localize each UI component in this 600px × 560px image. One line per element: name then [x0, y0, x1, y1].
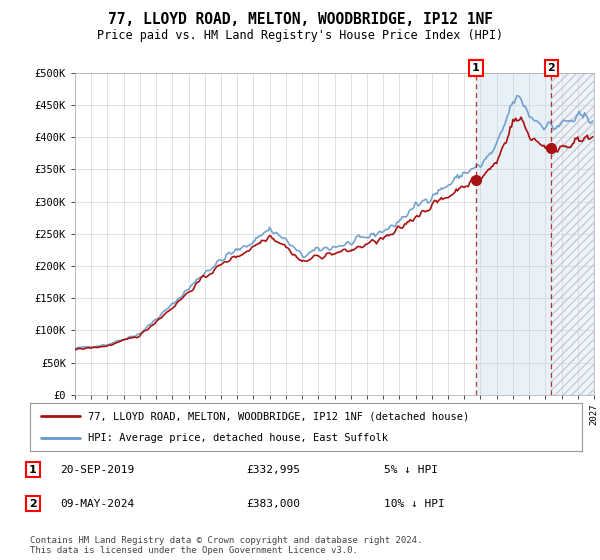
Text: 20-SEP-2019: 20-SEP-2019 [60, 464, 134, 474]
Text: 77, LLOYD ROAD, MELTON, WOODBRIDGE, IP12 1NF (detached house): 77, LLOYD ROAD, MELTON, WOODBRIDGE, IP12… [88, 411, 469, 421]
Text: 5% ↓ HPI: 5% ↓ HPI [384, 464, 438, 474]
Text: £383,000: £383,000 [246, 499, 300, 508]
Text: 1: 1 [29, 464, 37, 474]
Text: £332,995: £332,995 [246, 464, 300, 474]
Text: 09-MAY-2024: 09-MAY-2024 [60, 499, 134, 508]
Bar [551, 73, 594, 395]
Text: 77, LLOYD ROAD, MELTON, WOODBRIDGE, IP12 1NF: 77, LLOYD ROAD, MELTON, WOODBRIDGE, IP12… [107, 12, 493, 27]
Bar [476, 73, 551, 395]
Bar [551, 73, 594, 395]
Text: 1: 1 [472, 63, 480, 73]
Text: 10% ↓ HPI: 10% ↓ HPI [384, 499, 445, 508]
Text: Contains HM Land Registry data © Crown copyright and database right 2024.
This d: Contains HM Land Registry data © Crown c… [30, 536, 422, 556]
Text: Price paid vs. HM Land Registry's House Price Index (HPI): Price paid vs. HM Land Registry's House … [97, 29, 503, 42]
Text: HPI: Average price, detached house, East Suffolk: HPI: Average price, detached house, East… [88, 433, 388, 443]
Text: 2: 2 [547, 63, 555, 73]
Text: 2: 2 [29, 499, 37, 508]
